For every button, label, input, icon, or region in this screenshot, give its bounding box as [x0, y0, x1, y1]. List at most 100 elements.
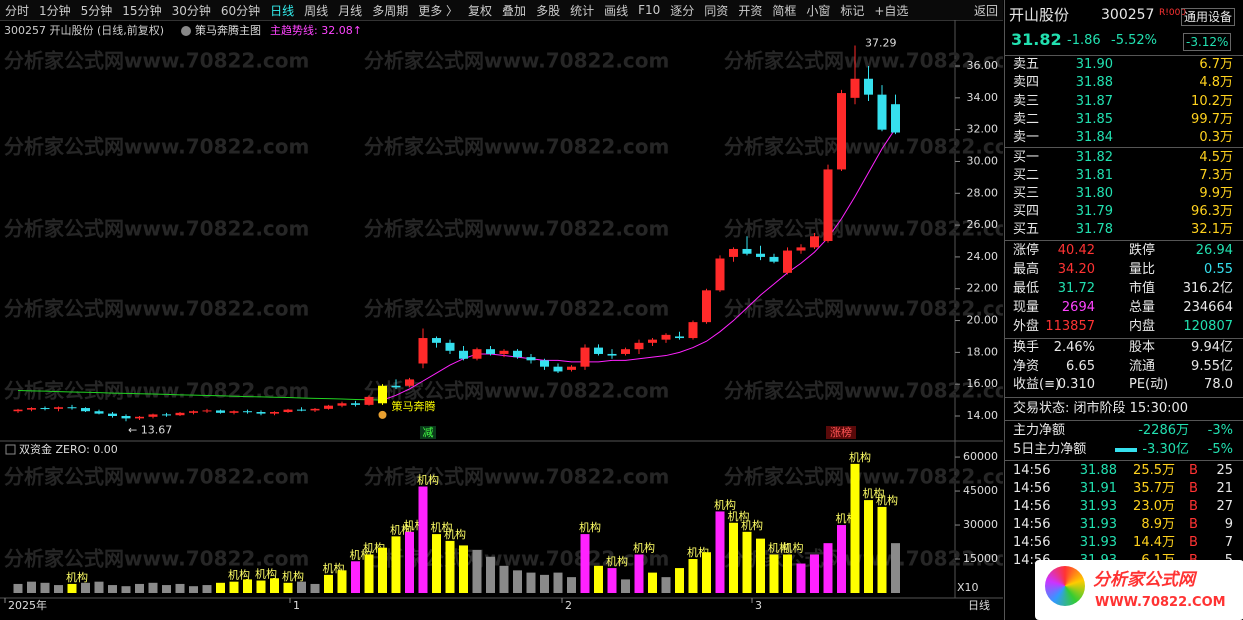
panel-text: 31.91 [1079, 481, 1117, 496]
signal-icon [378, 410, 387, 419]
y-tick-label: 16.00 [967, 377, 999, 390]
candle-body [837, 93, 846, 170]
toolbar-button[interactable]: 标记 [840, 3, 865, 18]
y-tick-label: 15000 [963, 552, 998, 565]
toolbar-button[interactable]: 画线 [604, 3, 629, 18]
y-tick-label: 45000 [963, 484, 998, 497]
bar [229, 581, 239, 593]
toolbar-button[interactable]: 返回 [973, 3, 998, 18]
toolbar-button[interactable]: +自选 [874, 3, 909, 18]
watermark-text: 分析家公式网www.70822.com [4, 217, 309, 241]
panel-text: 31.93 [1079, 517, 1117, 532]
bar [499, 565, 509, 593]
panel-text: 跌停 [1129, 243, 1156, 258]
bar-label: 机构 [741, 518, 763, 532]
panel-text: 31.93 [1079, 535, 1117, 550]
panel-text: 主力净额 [1013, 423, 1066, 438]
toolbar-button[interactable]: 分时 [5, 3, 30, 18]
panel-text: 14:56 [1013, 463, 1051, 478]
toolbar-button[interactable]: 多股 [536, 3, 561, 18]
panel-text: 6.7万 [1199, 57, 1233, 72]
candle-body [81, 408, 90, 412]
y-tick-label: 32.00 [967, 123, 999, 136]
marker-box [420, 426, 436, 439]
watermark-text: 分析家公式网www.70822.com [724, 297, 1003, 321]
toolbar-button[interactable]: 开资 [738, 3, 763, 18]
bar [391, 536, 401, 593]
bar [526, 572, 536, 593]
bar [810, 554, 819, 593]
x-tick-label: 1 [293, 599, 300, 612]
panel-text: -2286万 [1138, 423, 1189, 438]
panel-text: -1.86 [1067, 33, 1101, 48]
bar [270, 578, 279, 593]
toolbar-button[interactable]: 日线 [270, 3, 295, 18]
panel-text: 6.65 [1066, 358, 1095, 374]
y-tick-label: 60000 [963, 450, 998, 463]
candle-body [796, 247, 806, 251]
panel-text: 卖三 [1013, 93, 1040, 109]
bar-label: 机构 [417, 473, 439, 487]
bar [607, 568, 617, 593]
bar [378, 547, 387, 593]
bar-label: 机构 [876, 493, 898, 507]
toolbar-button[interactable]: 小窗 [806, 3, 831, 18]
toolbar-button[interactable]: 统计 [570, 3, 595, 18]
toolbar-button[interactable]: 月线 [338, 3, 363, 18]
bar [121, 586, 131, 593]
panel-text: B [1189, 535, 1198, 550]
toolbar-button[interactable]: 叠加 [502, 3, 527, 18]
panel-text: 分析家公式网 [1093, 570, 1195, 590]
bar-label: 机构 [633, 540, 655, 554]
logo-icon [1045, 566, 1085, 606]
toolbar-button[interactable]: 5分钟 [80, 3, 113, 18]
toolbar-button[interactable]: 周线 [304, 3, 329, 18]
toolbar-button[interactable]: 同资 [704, 3, 729, 18]
panel-text: 31.93 [1079, 499, 1117, 514]
panel-text: 4.5万 [1199, 150, 1233, 165]
toolbar-button[interactable]: 30分钟 [171, 3, 211, 18]
bar-label: 机构 [228, 568, 250, 582]
bar [891, 543, 900, 593]
bar [27, 581, 36, 593]
panel-text: 8.9万 [1141, 517, 1175, 532]
watermark-text: 分析家公式网www.70822.com [724, 49, 1003, 73]
bar [432, 534, 441, 593]
panel-text: 31.78 [1075, 222, 1113, 237]
bar-label: 机构 [444, 527, 466, 541]
toolbar-button[interactable]: 逐分 [670, 3, 695, 18]
toolbar-button[interactable]: 1分钟 [39, 3, 71, 18]
bar [702, 552, 711, 593]
toolbar-button[interactable]: F10 [638, 3, 661, 17]
panel-text: 9 [1224, 517, 1233, 532]
bar-label: 机构 [431, 520, 453, 534]
bar [513, 570, 522, 593]
panel-text: 113857 [1045, 319, 1095, 334]
candle-body [648, 339, 657, 343]
bar [40, 582, 50, 593]
watermark-text: 分析家公式网www.70822.com [364, 297, 669, 321]
toolbar-button[interactable]: 更多 〉 [418, 3, 459, 18]
panel-text: 14:56 [1013, 535, 1051, 550]
candle-body [13, 409, 23, 412]
bar-label: 机构 [255, 567, 277, 581]
candle-body [823, 169, 833, 242]
divider [1005, 240, 1243, 241]
toolbar-button[interactable]: 简框 [772, 3, 797, 18]
marker: 涨榜 [830, 425, 852, 439]
bar [594, 565, 603, 593]
watermark-text: 分析家公式网www.70822.com [4, 379, 309, 403]
candle-body [526, 357, 536, 361]
toolbar-button[interactable]: 多周期 [372, 3, 409, 18]
bar [850, 463, 860, 593]
panel-text: 14:56 [1013, 499, 1051, 514]
toolbar-button[interactable]: 60分钟 [220, 3, 261, 18]
bar [769, 554, 779, 593]
toolbar-button[interactable]: 复权 [468, 3, 493, 18]
bar [135, 583, 144, 593]
toolbar-button[interactable]: 15分钟 [122, 3, 162, 18]
watermark-text: 分析家公式网www.70822.com [364, 49, 669, 73]
bar-label: 机构 [728, 509, 750, 523]
watermark-text: 分析家公式网www.70822.com [364, 547, 669, 571]
y-tick-label: 18.00 [967, 345, 999, 358]
